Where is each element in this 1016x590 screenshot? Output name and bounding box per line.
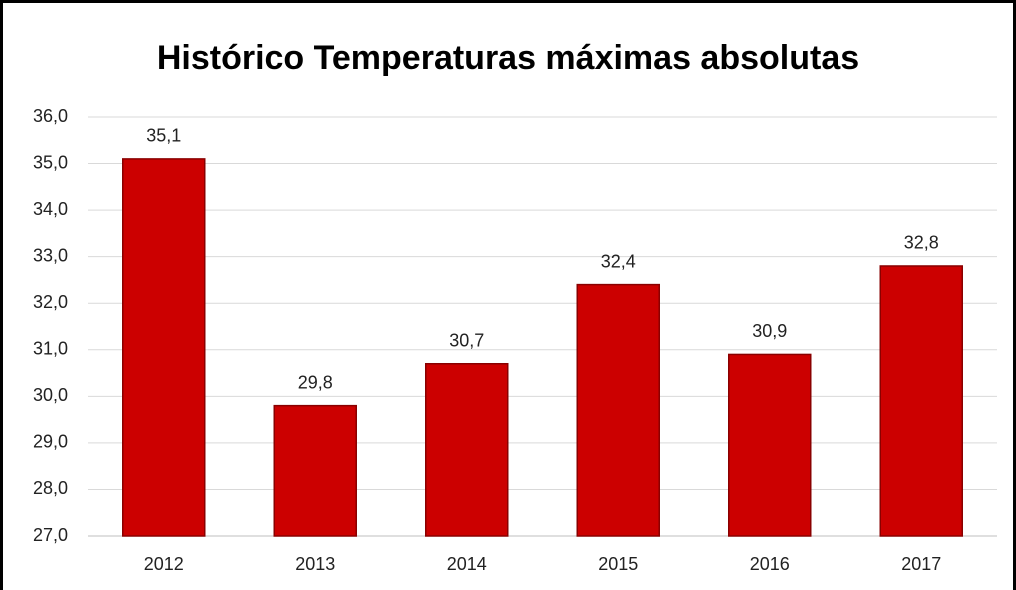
value-label: 30,9 (752, 321, 787, 341)
x-tick-label: 2013 (295, 554, 335, 574)
y-tick-label: 28,0 (33, 478, 68, 498)
bar (122, 158, 206, 537)
bar (425, 362, 509, 537)
y-tick-label: 32,0 (33, 292, 68, 312)
x-tick-label: 2015 (598, 554, 638, 574)
y-tick-label: 34,0 (33, 199, 68, 219)
x-tick-label: 2017 (901, 554, 941, 574)
value-label: 30,7 (449, 330, 484, 350)
y-tick-label: 31,0 (33, 339, 68, 359)
value-label: 35,1 (146, 126, 181, 146)
bar (728, 353, 812, 537)
y-tick-label: 29,0 (33, 432, 68, 452)
y-tick-label: 33,0 (33, 245, 68, 265)
value-label: 29,8 (298, 372, 333, 392)
bar (576, 283, 660, 537)
x-tick-label: 2016 (750, 554, 790, 574)
bar (879, 265, 963, 537)
y-tick-label: 36,0 (33, 106, 68, 126)
x-tick-label: 2012 (144, 554, 184, 574)
x-tick-label: 2014 (447, 554, 487, 574)
value-label: 32,8 (904, 233, 939, 253)
bar (273, 404, 357, 537)
y-tick-label: 35,0 (33, 152, 68, 172)
value-label: 32,4 (601, 251, 636, 271)
chart-title: Histórico Temperaturas máximas absolutas (157, 39, 859, 77)
y-tick-label: 30,0 (33, 385, 68, 405)
y-tick-label: 27,0 (33, 525, 68, 545)
